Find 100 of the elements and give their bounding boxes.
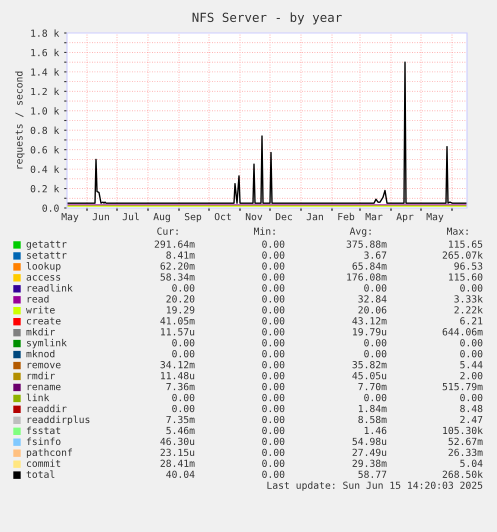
legend-label: create <box>26 318 61 325</box>
text: 0.00 <box>172 350 194 358</box>
legend-label: fsinfo <box>26 438 60 446</box>
text: 7.35m <box>166 416 195 424</box>
line-series <box>67 61 467 204</box>
text: 6.21 <box>460 317 482 325</box>
legend-label: symlink <box>27 338 67 348</box>
text: 34.12m <box>160 361 195 368</box>
text: 3.67 <box>364 251 386 259</box>
text: 28.41m <box>160 460 195 468</box>
text: 0.00 <box>460 350 482 358</box>
text: 20.20 <box>166 295 194 303</box>
text: 0.00 <box>460 284 482 292</box>
text: 0.00 <box>262 306 284 314</box>
text: 0.00 <box>262 262 284 270</box>
legend-label: commit <box>26 459 60 468</box>
text: 0.00 <box>262 328 284 336</box>
text: 0.00 <box>262 240 284 248</box>
x-tick-label: Oct <box>214 212 231 220</box>
y-tick-label: 0.6 k <box>30 146 60 154</box>
x-tick-label: May <box>426 213 444 222</box>
text: 11.57u <box>161 328 194 336</box>
text: 644.06m <box>442 328 483 336</box>
y-tick-label: 0.0 <box>42 204 59 212</box>
text: 46.30u <box>160 438 194 446</box>
x-tick-label: Jul <box>122 212 139 220</box>
text: 2.22k <box>454 306 483 314</box>
text: 96.53 <box>454 262 482 270</box>
legend-label: mknod <box>26 350 54 358</box>
text: 40.04 <box>166 470 195 478</box>
text: 52.67m <box>448 438 483 446</box>
text: 0.00 <box>262 284 284 292</box>
y-tick-label: 1.6 k <box>31 48 60 56</box>
text: 0.00 <box>172 394 194 402</box>
legend-label: read <box>28 295 49 303</box>
text: 29.38m <box>352 460 387 468</box>
legend-label: write <box>26 306 55 314</box>
text: 0.00 <box>460 394 482 402</box>
text: 19.79u <box>353 328 386 336</box>
text: Cur: <box>157 227 178 235</box>
text: 1.46 <box>364 426 386 434</box>
text: Avg: <box>350 228 371 237</box>
text: 0.00 <box>364 339 386 346</box>
text: 7.36m <box>166 382 195 390</box>
text: 0.00 <box>262 460 284 468</box>
text: 41.05m <box>160 317 195 325</box>
text: 8.58m <box>358 416 387 424</box>
y-tick-label: 1.2 k <box>31 88 60 96</box>
text: 45.05u <box>352 372 386 380</box>
legend-label: fsstat <box>26 426 60 434</box>
legend-label: getattr <box>26 240 67 250</box>
text: 0.00 <box>262 295 284 303</box>
text: 35.82m <box>352 361 387 368</box>
text: 0.00 <box>262 372 284 380</box>
legend-label: readdir <box>28 404 67 412</box>
text: 5.44 <box>460 361 483 368</box>
text: 19.29 <box>166 306 194 314</box>
text: 105.30k <box>443 426 483 434</box>
text: 176.08m <box>347 273 387 281</box>
x-tick-label: Aug <box>153 213 170 222</box>
chart-title: NFS Server - by year <box>192 12 342 24</box>
text: 115.65 <box>449 240 482 248</box>
text: 0.00 <box>262 404 284 412</box>
text: 1.84m <box>358 404 387 412</box>
text: 0.00 <box>262 251 284 259</box>
text: 20.06 <box>358 306 386 314</box>
legend-label: mkdir <box>26 328 55 336</box>
y-tick-label: 1.8 k <box>31 29 60 37</box>
x-tick-label: Jun <box>92 213 109 220</box>
legend-label: setattr <box>27 252 67 259</box>
text: 8.41m <box>166 251 195 259</box>
y-tick-label: 0.2 k <box>30 184 60 192</box>
x-tick-label: Jan <box>306 213 323 220</box>
legend-label: rename <box>28 384 61 390</box>
text: 8.48 <box>460 404 482 412</box>
text: Last update: Sun Jun 15 14:20:03 2025 <box>267 481 482 491</box>
text: 268.50k <box>442 470 483 478</box>
x-tick-label: Mar <box>366 213 382 220</box>
text: Max: <box>446 228 468 235</box>
text: 0.00 <box>262 470 284 478</box>
text: 7.70m <box>358 382 387 390</box>
y-tick-label: 1.0 k <box>31 107 60 115</box>
text: 515.79m <box>442 382 483 390</box>
y-tick-label: 1.4 k <box>31 68 60 76</box>
legend-label: rmdir <box>28 372 55 380</box>
text: 265.07k <box>442 251 483 259</box>
text: 23.15u <box>160 448 194 456</box>
text: 0.00 <box>460 339 482 346</box>
x-tick-label: Feb <box>338 212 354 220</box>
text: 27.49u <box>352 448 386 456</box>
x-tick-label: Dec <box>276 213 292 220</box>
text: 0.00 <box>262 273 284 281</box>
text: 0.00 <box>262 339 284 346</box>
x-tick-label: Nov <box>246 213 262 220</box>
text: 0.00 <box>262 361 284 368</box>
legend-label: link <box>26 394 50 402</box>
y-tick-label: 0.8 k <box>30 126 60 134</box>
text: 58.77 <box>358 470 386 478</box>
legend-label: total <box>26 470 54 478</box>
text: 0.00 <box>262 438 284 446</box>
